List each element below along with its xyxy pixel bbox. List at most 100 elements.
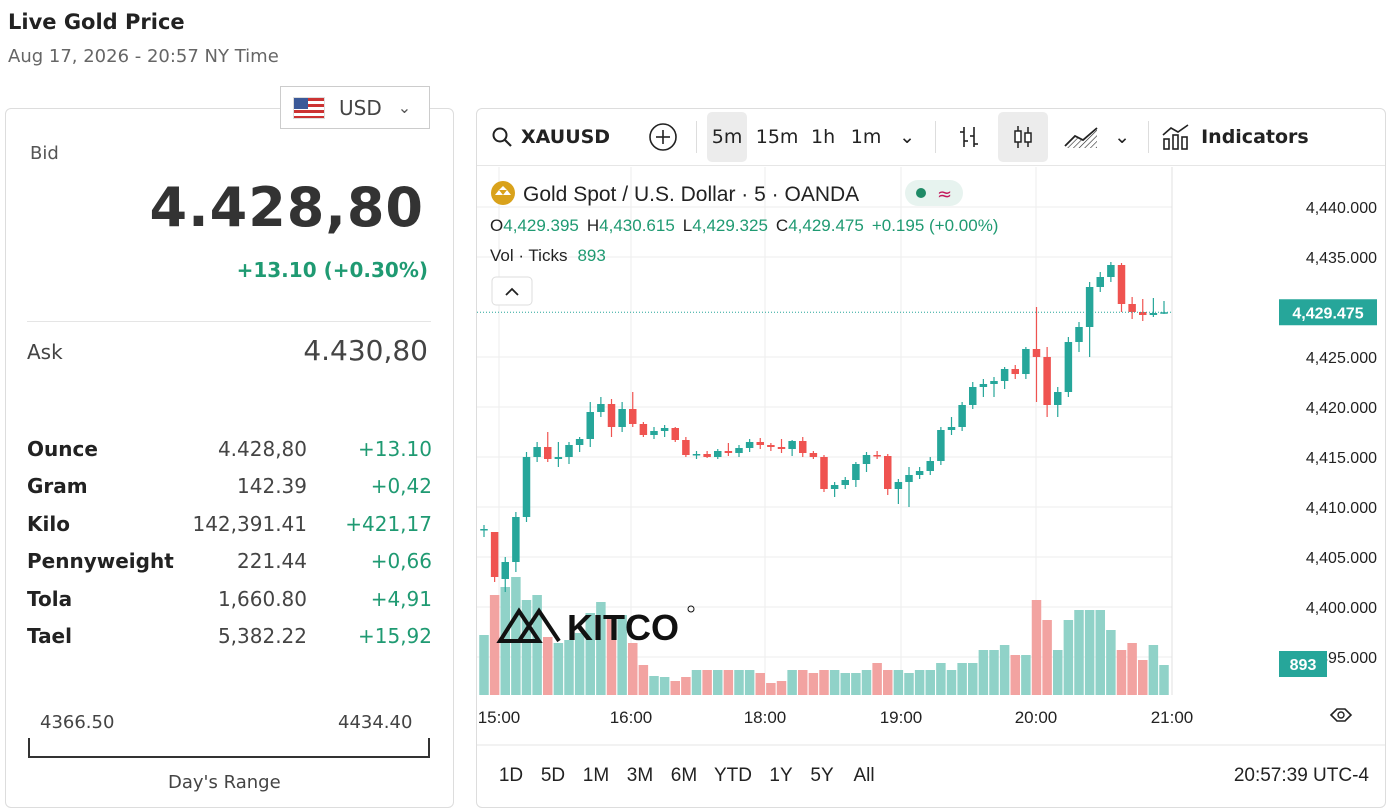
unit-row-ounce: Ounce 4.428,80 +13.10: [27, 430, 432, 468]
volume-bar: [564, 640, 574, 695]
chart-type-dropdown[interactable]: ⌄: [1106, 112, 1138, 162]
timeframe-1y[interactable]: 1Y: [769, 765, 793, 786]
page-title: Live Gold Price: [8, 10, 185, 34]
price-tick-label: 4,410.000: [1306, 500, 1377, 517]
price-panel: [5, 108, 454, 808]
unit-row-tael: Tael 5,382.22 +15,92: [27, 618, 432, 656]
unit-name: Gram: [27, 474, 88, 499]
volume-bar: [914, 670, 925, 695]
timeframe-ytd[interactable]: YTD: [714, 765, 752, 786]
interval-5m[interactable]: 5m: [707, 112, 748, 162]
symbol-search[interactable]: XAUUSD: [491, 112, 610, 162]
candle-body: [660, 428, 669, 431]
timeframe-all[interactable]: All: [853, 765, 874, 786]
price-axis: 4,440.000 4,435.000 4,425.000 4,420.000 4,41…: [477, 200, 1377, 677]
unit-name: Ounce: [27, 436, 98, 461]
chevron-down-icon: ⌄: [397, 98, 412, 117]
candle-body: [788, 441, 796, 449]
candle-body: [522, 457, 531, 517]
timeframe-5y[interactable]: 5Y: [810, 765, 834, 786]
time-axis: 15:00 16:00 18:00 19:00 20:00 21:00: [478, 708, 1194, 727]
volume-bar: [1148, 645, 1159, 695]
timeframe-6m[interactable]: 6M: [671, 765, 697, 786]
volume-bar: [744, 670, 755, 695]
volume-bar: [511, 577, 521, 695]
volume-bar: [883, 670, 893, 695]
volume-bar: [1053, 650, 1063, 695]
svg-text:KITCO: KITCO: [567, 607, 679, 648]
volume-bar: [702, 670, 712, 695]
candle-chart-type-button[interactable]: [998, 112, 1049, 162]
volume-bar: [489, 595, 500, 695]
timeframe-1m[interactable]: 1M: [583, 765, 609, 786]
candle-body: [1054, 392, 1062, 405]
search-icon: [492, 127, 512, 147]
candle-body: [852, 464, 860, 480]
divider: [27, 321, 431, 322]
candle-body: [1160, 312, 1168, 314]
volume-bar: [681, 677, 691, 695]
unit-change: +13.10: [357, 436, 432, 461]
collapse-legend-button[interactable]: [491, 276, 533, 306]
candle-body: [1139, 312, 1147, 315]
candle-body: [767, 445, 775, 447]
candle-body: [639, 424, 648, 435]
candle-body: [618, 409, 626, 427]
price-chart[interactable]: 4,440.000 4,435.000 4,425.000 4,420.000 4,41…: [477, 167, 1386, 807]
volume-bar: [1095, 610, 1105, 695]
price-tick-label: 4,440.000: [1306, 200, 1377, 217]
symbol-label: XAUUSD: [521, 126, 611, 148]
unit-value: 4.428,80: [217, 436, 307, 461]
volume-bar: [713, 670, 723, 695]
interval-1m[interactable]: 1m: [850, 126, 882, 148]
unit-name: Pennyweight: [27, 549, 174, 574]
candle-body: [745, 442, 754, 448]
volume-bar: [1084, 610, 1095, 695]
timeframe-5d[interactable]: 5D: [541, 765, 565, 786]
volume-bar: [670, 681, 680, 695]
interval-dropdown[interactable]: ⌄: [889, 112, 925, 162]
timeframe-bar: 1D 5D 1M 3M 6M YTD 1Y 5Y All: [499, 765, 875, 786]
volume-bar: [798, 670, 808, 695]
candle-body: [735, 448, 743, 453]
candle-body: [512, 517, 520, 562]
candle-body: [692, 454, 701, 456]
candle-body: [724, 451, 733, 453]
volume-bar: [617, 615, 627, 695]
unit-value: 142.39: [237, 474, 307, 499]
interval-15m[interactable]: 15m: [755, 126, 799, 148]
bid-value: 4.428,80: [149, 176, 424, 239]
candle-body: [884, 456, 892, 489]
indicators-label: Indicators: [1201, 126, 1309, 148]
area-chart-type-button[interactable]: [1056, 112, 1106, 162]
last-volume-label: 893: [1290, 657, 1317, 674]
candle-body: [1149, 313, 1158, 315]
volume-bar: [574, 633, 585, 695]
volume-bar: [872, 663, 882, 695]
last-volume-tag: [1279, 651, 1327, 677]
volume-bar: [1010, 655, 1020, 695]
currency-label: USD: [339, 95, 382, 120]
settings-icon[interactable]: [1329, 708, 1353, 722]
candle-body: [575, 439, 584, 445]
market-status-pill[interactable]: [905, 180, 963, 206]
currency-select[interactable]: USD ⌄: [280, 86, 430, 129]
candle-body: [1128, 304, 1136, 312]
time-tick-label: 16:00: [610, 708, 653, 727]
bar-chart-type-button[interactable]: [946, 112, 992, 162]
volume-bar: [851, 673, 861, 695]
volume-bar: [479, 635, 489, 695]
compare-button[interactable]: [648, 112, 678, 162]
candle-body: [905, 475, 913, 482]
volume-bar: [1074, 610, 1084, 695]
timeframe-1d[interactable]: 1D: [499, 765, 523, 786]
unit-row-gram: Gram 142.39 +0,42: [27, 468, 432, 506]
candle-body: [830, 485, 839, 489]
candle-body: [629, 409, 637, 424]
price-tick-label: 4,420.000: [1306, 400, 1377, 417]
timeframe-3m[interactable]: 3M: [627, 765, 653, 786]
indicators-button[interactable]: Indicators: [1161, 112, 1309, 162]
volume-bar: [766, 683, 776, 695]
interval-1h[interactable]: 1h: [811, 126, 836, 148]
last-price-tag: [1279, 299, 1377, 326]
